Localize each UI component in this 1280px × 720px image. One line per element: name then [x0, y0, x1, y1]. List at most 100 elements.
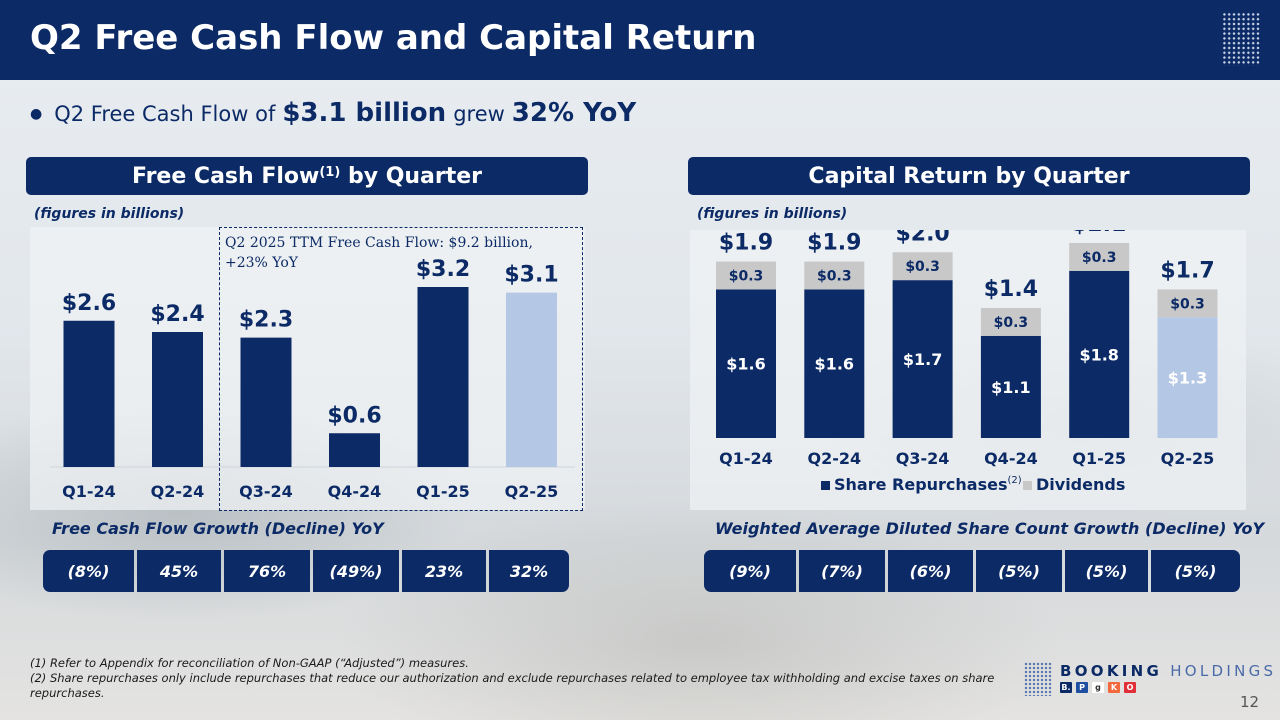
repurchase-bar-segment: [1069, 270, 1130, 438]
fcf-bar: [329, 433, 380, 467]
fcf-growth-pill: 32%: [489, 550, 569, 592]
repurchase-bar-segment: [892, 280, 953, 438]
fcf-value-label: $3.2: [416, 257, 470, 282]
capital-return-chart-panel: [690, 230, 1246, 510]
capital-return-category-label: Q4-24: [984, 449, 1038, 468]
logo-wordmark: BOOKING HOLDINGS: [1060, 662, 1276, 680]
dividend-bar-segment: [892, 252, 953, 281]
repurchase-bar-segment: [716, 289, 776, 438]
fcf-value-label: $0.6: [327, 403, 381, 428]
footnote-1: (1) Refer to Appendix for reconciliation…: [30, 656, 469, 670]
headline-prefix: Q2 Free Cash Flow of: [54, 102, 276, 126]
capital-return-total-label: $1.9: [719, 231, 773, 256]
share-count-growth-title: Weighted Average Diluted Share Count Gro…: [715, 519, 1265, 538]
fcf-chart-panel: [30, 227, 585, 510]
fcf-bar: [240, 337, 292, 467]
repurchase-bar-segment: [980, 335, 1041, 438]
title-bar: Q2 Free Cash Flow and Capital Return: [0, 0, 1280, 80]
share-count-growth-pill: (5%): [1065, 550, 1148, 592]
page-number: 12: [1240, 693, 1260, 711]
fcf-units-note: (figures in billions): [34, 206, 185, 222]
brand-icon: g: [1092, 682, 1104, 693]
ttm-label-line2: +23% YoY: [225, 255, 298, 271]
brand-icon: K: [1108, 682, 1120, 693]
fcf-growth-pill: 45%: [137, 550, 221, 592]
ttm-dashed-box: [219, 227, 583, 511]
fcf-bar: [417, 287, 469, 467]
brand-icon: P: [1076, 682, 1088, 693]
logo-word-booking: BOOKING: [1060, 662, 1163, 680]
dividend-bar-segment: [980, 308, 1041, 336]
fcf-value-label: $2.6: [62, 291, 116, 316]
capital-return-total-label: $1.7: [1160, 258, 1214, 283]
fcf-section-title-suffix: by Quarter: [340, 163, 483, 189]
share-count-growth-pill: (6%): [888, 550, 973, 592]
fcf-value-label: $3.1: [504, 263, 558, 288]
dividend-value-label: $0.3: [729, 269, 764, 285]
bullet-icon: ●: [30, 106, 43, 122]
fcf-title-footnote: (1): [319, 164, 341, 180]
capital-return-total-label: $1.9: [807, 231, 861, 256]
share-count-growth-pill: (9%): [704, 550, 796, 592]
fcf-value-label: $2.3: [239, 308, 293, 333]
repurchase-value-label: $1.6: [815, 355, 854, 374]
capital-return-total-label: $1.4: [984, 277, 1038, 302]
dividend-bar-segment: [1069, 243, 1130, 271]
repurchase-bar-segment: [804, 289, 865, 438]
repurchase-value-label: $1.3: [1168, 369, 1207, 388]
fcf-growth-pill: 23%: [402, 550, 486, 592]
headline-growth: 32% YoY: [511, 98, 637, 128]
capital-return-section-header: Capital Return by Quarter: [688, 157, 1250, 195]
legend-dividend-swatch: [1023, 481, 1032, 490]
fcf-growth-pill: 76%: [224, 550, 310, 592]
fcf-growth-pill: (8%): [43, 550, 134, 592]
capital-return-category-label: Q1-25: [1072, 449, 1126, 468]
brand-icon: B.: [1060, 682, 1072, 693]
fcf-value-label: $2.4: [150, 302, 204, 327]
legend-repurchase-label: Share Repurchases(2): [834, 475, 1022, 494]
share-count-growth-pill: (5%): [1151, 550, 1240, 592]
capital-return-section-title: Capital Return by Quarter: [808, 163, 1130, 189]
logo-dot-grid: [1024, 662, 1052, 696]
capital-return-category-label: Q1-24: [719, 449, 773, 468]
page-title: Q2 Free Cash Flow and Capital Return: [30, 18, 757, 58]
dividend-value-label: $0.3: [1170, 296, 1205, 312]
fcf-growth-title: Free Cash Flow Growth (Decline) YoY: [52, 519, 384, 538]
dividend-value-label: $0.3: [817, 269, 852, 285]
legend-dividend-label: Dividends: [1036, 475, 1125, 494]
fcf-category-label: Q1-25: [416, 482, 470, 501]
fcf-growth-row: (8%) 45% 76% (49%) 23% 32%: [43, 550, 569, 592]
logo-word-holdings: HOLDINGS: [1170, 662, 1277, 680]
dividend-bar-segment: [1157, 289, 1218, 318]
headline-middle: grew: [453, 102, 505, 126]
capital-return-units-note: (figures in billions): [697, 206, 848, 222]
share-count-growth-pill: (5%): [976, 550, 1062, 592]
fcf-category-label: Q1-24: [62, 482, 116, 501]
fcf-section-title: Free Cash Flow: [131, 163, 320, 189]
repurchase-value-label: $1.8: [1079, 345, 1118, 364]
headline-amount: $3.1 billion: [282, 98, 447, 128]
fcf-bar-chart: $2.6 Q1-24 $2.4 Q2-24 $2.3 Q3-24 $0.6 Q4-24 $3.2…: [50, 257, 575, 501]
repurchase-value-label: $1.6: [726, 355, 765, 374]
share-count-growth-pill: (7%): [799, 550, 885, 592]
legend-repurchase-swatch: [821, 481, 830, 490]
capital-return-category-label: Q2-24: [807, 449, 861, 468]
fcf-bar: [506, 292, 557, 467]
fcf-category-label: Q4-24: [328, 482, 382, 501]
footnote-2: (2) Share repurchases only include repur…: [30, 671, 995, 700]
headline: ● Q2 Free Cash Flow of $3.1 billion grew…: [30, 98, 636, 138]
repurchase-value-label: $1.1: [991, 378, 1030, 397]
ttm-label: Q2 2025 TTM Free Cash Flow: $9.2 billion…: [225, 233, 565, 273]
share-count-growth-row: (9%) (7%) (6%) (5%) (5%) (5%): [704, 550, 1240, 592]
footnotes: (1) Refer to Appendix for reconciliation…: [30, 656, 1010, 701]
dividend-value-label: $0.3: [1082, 250, 1117, 266]
fcf-section-header: Free Cash Flow (1) by Quarter: [26, 157, 588, 195]
capital-return-total-label: $2.1: [1072, 230, 1126, 237]
repurchase-bar-segment: [1157, 317, 1218, 438]
fcf-category-label: Q2-24: [151, 482, 205, 501]
capital-return-category-label: Q3-24: [896, 449, 950, 468]
brand-icon: O: [1124, 682, 1136, 693]
capital-return-category-label: Q2-25: [1161, 449, 1215, 468]
